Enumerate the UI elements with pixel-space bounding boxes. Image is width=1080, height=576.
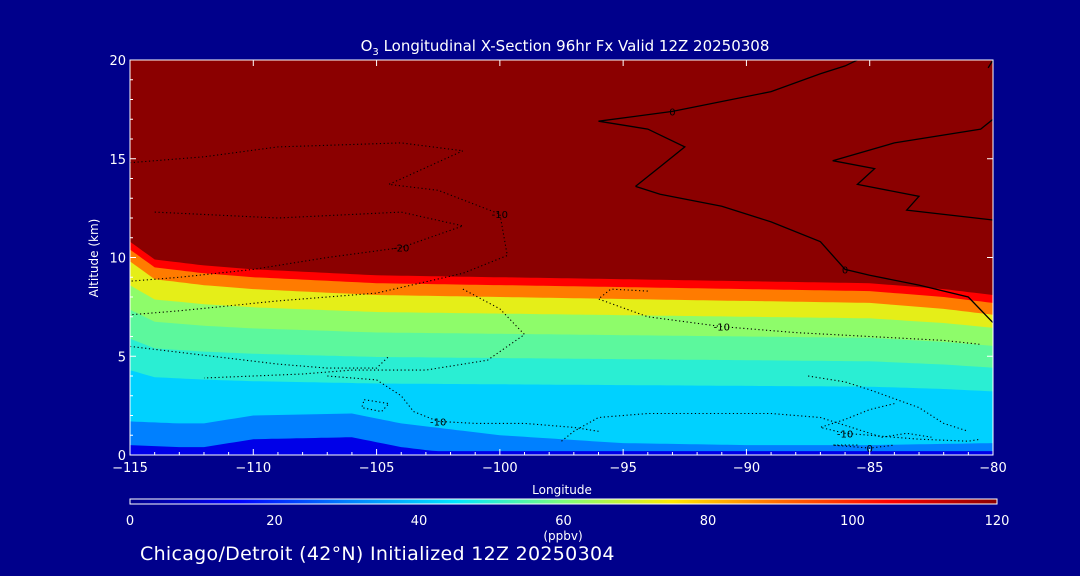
- contour-line-0: [635, 185, 993, 324]
- x-tick-label: −100: [482, 461, 518, 476]
- contour-line-1: [598, 60, 858, 187]
- y-tick-label: 15: [109, 153, 126, 168]
- plot-area: 00-10-20-10-10-100: [130, 60, 993, 455]
- contour-line-2: [832, 118, 993, 221]
- contour-line-8: [130, 345, 390, 369]
- contour-line-6: [597, 288, 981, 345]
- x-axis: −115 −110 −105 −100 −95 −90 −85 −80: [112, 60, 1007, 476]
- ozone-field: [130, 60, 993, 455]
- colorbar-tick-label: 100: [840, 514, 865, 529]
- x-tick-label: −110: [235, 461, 271, 476]
- colorbar-tick-label: 120: [985, 514, 1010, 529]
- contour-label-5: -20: [393, 244, 409, 255]
- x-tick-label: −90: [733, 461, 760, 476]
- x-tick-label: −105: [359, 461, 395, 476]
- chart-title: O3 Longitudinal X-Section 96hr Fx Valid …: [361, 37, 770, 58]
- y-tick-label: 10: [109, 252, 126, 267]
- y-tick-label: 0: [118, 449, 126, 464]
- colorbar-tick-label: 0: [126, 514, 134, 529]
- x-tick-label: −115: [112, 461, 148, 476]
- colorbar-ticks: 0 20 40 60 80 100 120: [126, 514, 1010, 529]
- y-axis-label: Altitude (km): [87, 219, 101, 298]
- contour-line-7: [203, 288, 526, 379]
- contour-line-4: [130, 142, 508, 316]
- y-tick-label: 5: [118, 350, 126, 365]
- contour-line-11: [561, 412, 932, 442]
- colorbar-tick-label: 80: [700, 514, 717, 529]
- x-tick-label: −95: [609, 461, 636, 476]
- contour-line-3: [987, 60, 993, 69]
- contour-label-9: -10: [430, 417, 446, 428]
- figure-caption: Chicago/Detroit (42°N) Initialized 12Z 2…: [140, 543, 615, 565]
- colorbar: 0 20 40 60 80 100 120 (ppbv): [126, 498, 1010, 543]
- contour-label-1: 0: [669, 107, 675, 118]
- contour-line-13: [832, 444, 895, 449]
- field-layer-9: [130, 437, 993, 455]
- contour-lines: 00-10-20-10-10-100: [130, 60, 993, 455]
- contour-line-5: [130, 211, 465, 282]
- colorbar-tick-label: 20: [266, 514, 283, 529]
- colorbar-label: (ppbv): [543, 529, 582, 543]
- colorbar-tick-label: 40: [411, 514, 428, 529]
- contour-line-14: [808, 375, 969, 432]
- contour-label-12: -10: [837, 429, 853, 440]
- contour-label-6: -10: [714, 323, 730, 334]
- contour-label-0: 0: [842, 265, 848, 276]
- x-axis-label: Longitude: [532, 483, 592, 497]
- x-tick-label: −80: [979, 461, 1006, 476]
- x-tick-label: −85: [856, 461, 883, 476]
- y-axis: 0 5 10 15 20: [109, 54, 993, 464]
- colorbar-tick-label: 60: [555, 514, 572, 529]
- y-tick-label: 20: [109, 54, 126, 69]
- colorbar-gradient: [129, 498, 998, 505]
- contour-label-4: -10: [492, 210, 508, 221]
